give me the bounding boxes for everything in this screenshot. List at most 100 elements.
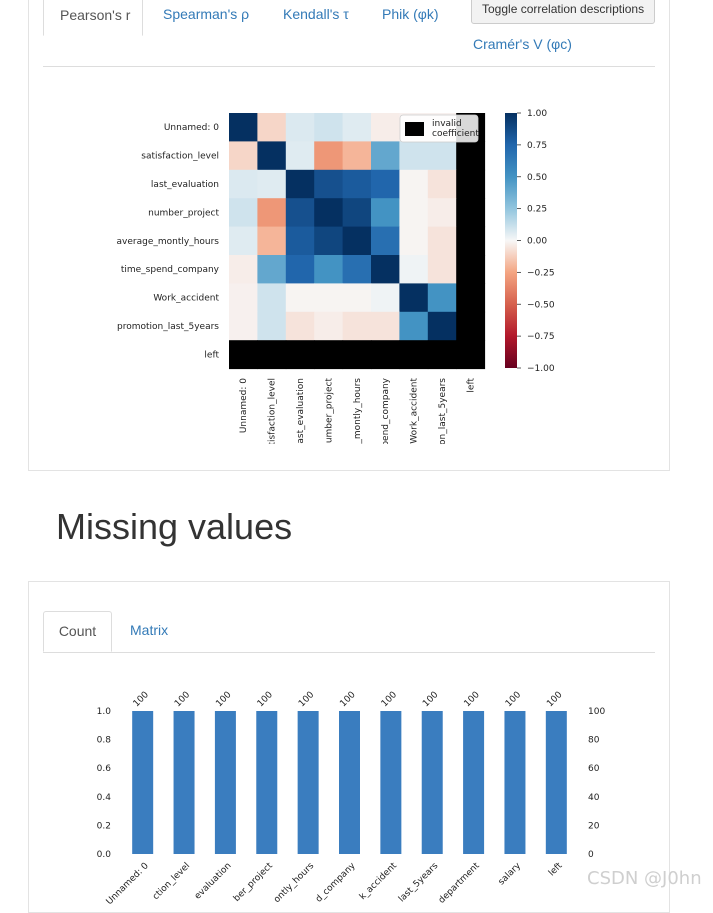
heatmap-cell bbox=[371, 226, 400, 256]
correlation-tabs: Pearson's r Spearman's ρ Kendall's τ Phi… bbox=[43, 0, 656, 67]
tab-spearman[interactable]: Spearman's ρ bbox=[163, 6, 250, 22]
section-title-missing-values: Missing values bbox=[56, 506, 293, 547]
missing-count-bar bbox=[421, 711, 443, 854]
heatmap-cell bbox=[229, 141, 258, 171]
heatmap-y-label: left bbox=[204, 350, 219, 360]
heatmap-cell bbox=[456, 283, 486, 313]
left-axis-tick-label: 0.4 bbox=[97, 793, 112, 803]
heatmap-cell bbox=[399, 311, 429, 341]
bar-value-label: 100 bbox=[421, 690, 440, 709]
legend-line-1: invalid bbox=[432, 119, 462, 129]
bar-value-label: 100 bbox=[463, 690, 482, 709]
colorbar bbox=[505, 113, 517, 368]
heatmap-x-label: average_montly_hours bbox=[353, 378, 363, 470]
tab-matrix[interactable]: Matrix bbox=[130, 622, 169, 638]
heatmap-y-label: time_spend_company bbox=[121, 265, 220, 275]
heatmap-cell bbox=[285, 141, 315, 171]
heatmap-cell bbox=[371, 340, 400, 370]
heatmap-cell bbox=[456, 169, 486, 199]
colorbar-tick-label: 0.75 bbox=[527, 141, 547, 151]
bar-x-label: left bbox=[547, 861, 565, 879]
heatmap-x-label: last_evaluation bbox=[296, 378, 306, 446]
left-axis-tick-label: 0.8 bbox=[97, 736, 112, 746]
heatmap-cell bbox=[229, 198, 258, 228]
missing-count-bar bbox=[380, 711, 402, 854]
right-axis-tick-label: 20 bbox=[588, 821, 600, 831]
heatmap-x-label: satisfaction_level bbox=[268, 378, 278, 456]
bar-value-label: 100 bbox=[338, 690, 357, 709]
tab-phik[interactable]: Phik (φk) bbox=[382, 6, 439, 22]
colorbar-tick-label: −0.50 bbox=[527, 300, 555, 310]
heatmap-y-label: promotion_last_5years bbox=[117, 322, 219, 332]
heatmap-cell bbox=[342, 255, 372, 284]
bar-value-label: 100 bbox=[545, 690, 564, 709]
missing-count-bar bbox=[214, 711, 236, 854]
heatmap-cell bbox=[399, 340, 429, 370]
heatmap-cell bbox=[342, 340, 372, 370]
tab-kendall[interactable]: Kendall's τ bbox=[283, 6, 349, 22]
heatmap-cell bbox=[285, 113, 315, 142]
heatmap-cell bbox=[257, 226, 287, 256]
missing-count-bar bbox=[463, 711, 485, 854]
heatmap-cell bbox=[427, 198, 457, 228]
heatmap-cell bbox=[257, 340, 287, 370]
heatmap-cell bbox=[314, 113, 344, 142]
heatmap-cell bbox=[229, 340, 258, 370]
left-axis-tick-label: 0.0 bbox=[97, 850, 112, 860]
bar-x-label: last_5years bbox=[397, 861, 441, 905]
heatmap-cell bbox=[427, 311, 457, 341]
heatmap-y-label: number_project bbox=[148, 208, 219, 218]
heatmap-cell bbox=[257, 255, 287, 284]
invalid-swatch bbox=[405, 122, 424, 136]
heatmap-cell bbox=[371, 198, 400, 228]
heatmap-cell bbox=[257, 198, 287, 228]
bar-value-label: 100 bbox=[297, 690, 316, 709]
heatmap-cell bbox=[371, 283, 400, 313]
heatmap-cell bbox=[285, 283, 315, 313]
missing-values-panel: Count Matrix 0.0 0.2 0.4 0.6 0.8 1.0 0 20 40 60 8… bbox=[28, 581, 670, 913]
heatmap-cell bbox=[342, 283, 372, 313]
heatmap-cell bbox=[229, 255, 258, 284]
right-axis-tick-label: 60 bbox=[588, 764, 600, 774]
left-axis-tick-label: 0.2 bbox=[97, 821, 111, 831]
heatmap-y-label: Work_accident bbox=[153, 294, 219, 304]
heatmap-cell bbox=[399, 283, 429, 313]
heatmap-cell bbox=[314, 283, 344, 313]
tab-cramers[interactable]: Cramér's V (φc) bbox=[473, 36, 572, 52]
heatmap-cell bbox=[371, 113, 400, 142]
heatmap-cell bbox=[427, 169, 457, 199]
heatmap-cell bbox=[229, 283, 258, 313]
heatmap-cell bbox=[342, 169, 372, 199]
heatmap-cell bbox=[314, 340, 344, 370]
heatmap-cell bbox=[285, 198, 315, 228]
heatmap-cell bbox=[399, 169, 429, 199]
heatmap-cell bbox=[229, 311, 258, 341]
missing-count-bar bbox=[504, 711, 526, 854]
heatmap-cell bbox=[399, 226, 429, 256]
bar-value-label: 100 bbox=[256, 690, 275, 709]
tab-count[interactable]: Count bbox=[43, 611, 112, 652]
colorbar-tick-label: 1.00 bbox=[527, 109, 547, 119]
heatmap-cell bbox=[342, 198, 372, 228]
heatmap-cell bbox=[229, 169, 258, 199]
heatmap-cell bbox=[371, 311, 400, 341]
heatmap-cell bbox=[342, 311, 372, 341]
bar-value-label: 100 bbox=[214, 690, 233, 709]
heatmap-y-label: Unnamed: 0 bbox=[164, 123, 219, 133]
bar-x-label: ber_project bbox=[232, 861, 275, 904]
heatmap-y-label: last_evaluation bbox=[151, 180, 219, 190]
colorbar-tick-label: 0.00 bbox=[527, 237, 547, 247]
bar-x-label: d_company bbox=[314, 861, 358, 905]
invalid-legend: invalid coefficient bbox=[399, 114, 479, 143]
heatmap-cell bbox=[314, 226, 344, 256]
bar-x-label: Unnamed: 0 bbox=[105, 861, 151, 907]
toggle-descriptions-button[interactable]: Toggle correlation descriptions bbox=[471, 0, 656, 24]
heatmap-cell bbox=[342, 141, 372, 171]
heatmap-cell bbox=[342, 113, 372, 142]
heatmap-cell bbox=[427, 255, 457, 284]
heatmap-cell bbox=[456, 340, 486, 370]
missing-count-bar bbox=[256, 711, 278, 854]
heatmap-cell bbox=[285, 169, 315, 199]
tab-pearson[interactable]: Pearson's r bbox=[43, 0, 143, 36]
missing-count-bar bbox=[545, 711, 567, 854]
